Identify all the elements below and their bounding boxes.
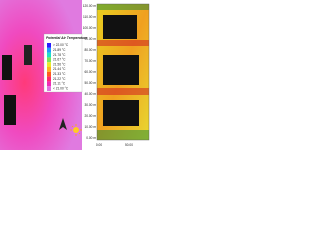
legend-swatch <box>47 71 51 77</box>
legend-swatch <box>47 52 51 58</box>
legend-label: 21.67 °C <box>53 58 66 62</box>
building <box>2 55 12 80</box>
y-tick-label: 60.00 m <box>84 70 96 74</box>
legend-label: 21.56 °C <box>53 62 66 66</box>
building <box>24 45 32 65</box>
wind-hotspots <box>97 40 149 95</box>
y-tick-label: 20.00 m <box>84 114 96 118</box>
legend-label: 21.22 °C <box>53 77 66 81</box>
building <box>103 100 139 126</box>
axes: 120.00 m 110.00 m 100.00 m 90.00 m 80.00 m 70… <box>83 4 134 147</box>
legend-swatch <box>47 43 51 48</box>
y-tick-label: 40.00 m <box>84 92 96 96</box>
legend-label: 21.11 °C <box>53 82 66 86</box>
legend-title: Potential Air Temperature <box>46 36 87 40</box>
y-tick-label: 120.00 m <box>83 4 97 8</box>
y-tick-label: 110.00 m <box>83 15 96 19</box>
canvas: Potential Air Temperature > 22.00 °C21.8… <box>0 0 150 150</box>
x-tick-label: 0.00 <box>96 143 102 147</box>
sun-icon <box>73 127 79 133</box>
legend-swatch <box>47 62 51 67</box>
screenshot: Potential Air Temperature > 22.00 °C 21.8… <box>0 0 150 150</box>
wind-calm <box>97 4 149 140</box>
north-arrow <box>59 118 67 130</box>
legend-swatch <box>47 86 51 91</box>
legend-items: > 22.00 °C21.89 °C21.78 °C21.67 °C21.56 … <box>47 43 69 91</box>
legend-label: 21.33 °C <box>53 72 66 76</box>
legend-swatch <box>47 47 51 53</box>
y-tick-label: 0.00 m <box>86 136 96 140</box>
building <box>103 55 139 85</box>
y-tick-label: 80.00 m <box>84 48 96 52</box>
legend-swatch <box>47 57 51 63</box>
legend-label: 21.89 °C <box>53 48 66 52</box>
y-tick-label: 100.00 m <box>83 26 97 30</box>
plot-frame <box>96 3 150 141</box>
sun-rays <box>70 124 82 136</box>
y-tick-label: 90.00 m <box>84 37 96 41</box>
legend-label: 21.44 °C <box>53 67 66 71</box>
y-tick-label: 10.00 m <box>84 125 96 129</box>
legend-label: < 21.00 °C <box>53 86 69 90</box>
legend-swatch <box>47 67 51 72</box>
x-tick-label: 50.00 <box>125 143 133 147</box>
legend-swatch <box>47 76 51 82</box>
legend-label: 21.78 °C <box>53 53 66 57</box>
y-tick-label: 70.00 m <box>84 59 96 63</box>
legend-swatch <box>47 81 51 87</box>
building <box>103 15 137 39</box>
legend-label: > 22.00 °C <box>53 43 69 47</box>
y-tick-label: 50.00 m <box>84 81 96 85</box>
y-tick-label: 30.00 m <box>84 103 96 107</box>
building <box>4 95 16 125</box>
